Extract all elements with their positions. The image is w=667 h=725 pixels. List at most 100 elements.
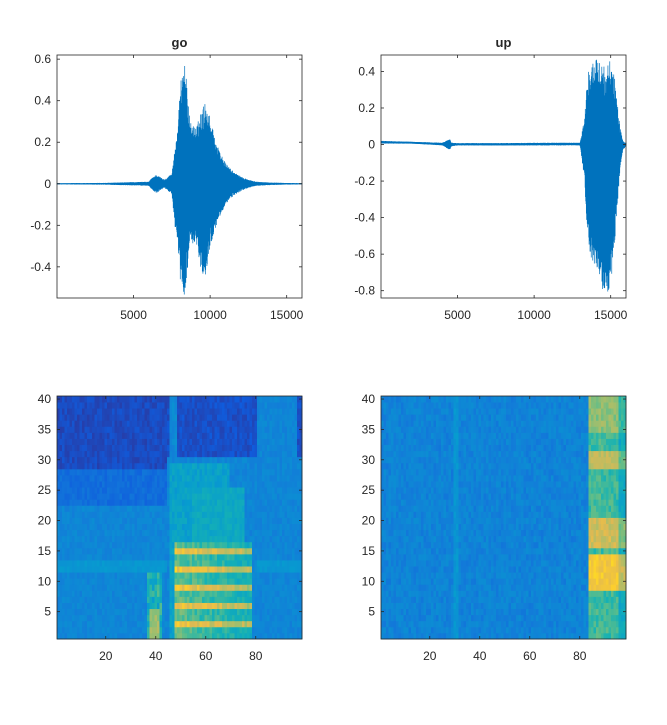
up-spectrogram-cell <box>391 609 394 615</box>
go-spectrogram-cell <box>130 420 133 426</box>
go-spectrogram-cell <box>235 518 238 524</box>
up-spectrogram-cell <box>389 518 392 524</box>
go-spectrogram-cell <box>80 560 83 566</box>
go-spectrogram-cell <box>267 530 270 536</box>
go-spectrogram-cell <box>275 609 278 615</box>
up-spectrogram-cell <box>404 396 407 402</box>
go-spectrogram-cell <box>75 493 78 499</box>
go-spectrogram-cell <box>155 542 158 548</box>
up-spectrogram-cell <box>414 463 417 469</box>
go-spectrogram-cell <box>77 445 80 451</box>
go-spectrogram-cell <box>72 463 75 469</box>
go-spectrogram-cell <box>247 493 250 499</box>
go-spectrogram-cell <box>287 627 290 633</box>
up-spectrogram-cell <box>429 627 432 633</box>
up-spectrogram-cell <box>394 590 397 596</box>
go-spectrogram-cell <box>285 511 288 517</box>
go-spectrogram-cell <box>57 511 60 517</box>
go-spectrogram-cell <box>200 451 203 457</box>
go-spectrogram-cell <box>97 451 100 457</box>
go-spectrogram-cell <box>132 445 135 451</box>
go-spectrogram-cell <box>257 572 260 578</box>
go-spectrogram-cell <box>225 609 228 615</box>
go-spectrogram-cell <box>100 487 103 493</box>
go-spectrogram-cell <box>275 511 278 517</box>
go-spectrogram-cell <box>140 603 143 609</box>
go-spectrogram-cell <box>272 439 275 445</box>
up-spectrogram-cell <box>381 584 384 590</box>
go-spectrogram-cell <box>80 451 83 457</box>
go-spectrogram-cell <box>65 524 68 530</box>
go-spectrogram-cell <box>135 560 138 566</box>
go-spectrogram-cell <box>135 609 138 615</box>
go-spectrogram-cell <box>162 432 165 438</box>
go-spectrogram-cell <box>217 469 220 475</box>
up-spectrogram-cell <box>406 554 409 560</box>
go-spectrogram-cell <box>120 560 123 566</box>
go-spectrogram-cell <box>255 530 258 536</box>
up-waveform-ytick-label: -0.6 <box>354 247 375 261</box>
up-spectrogram-cell <box>401 426 404 432</box>
go-spectrogram-cell <box>250 487 253 493</box>
up-spectrogram-cell <box>386 633 389 639</box>
go-spectrogram-cell <box>212 402 215 408</box>
go-spectrogram-cell <box>132 511 135 517</box>
up-spectrogram-cell <box>419 560 422 566</box>
go-spectrogram-cell <box>290 420 293 426</box>
up-spectrogram-cell <box>396 536 399 542</box>
go-spectrogram-cell <box>290 499 293 505</box>
go-spectrogram-cell <box>295 451 298 457</box>
go-spectrogram-cell <box>77 518 80 524</box>
up-spectrogram-cell <box>414 542 417 548</box>
go-spectrogram-cell <box>192 536 195 542</box>
go-spectrogram-cell <box>282 542 285 548</box>
go-spectrogram-cell <box>202 548 205 554</box>
go-spectrogram-cell <box>120 554 123 560</box>
go-spectrogram-cell <box>152 530 155 536</box>
go-spectrogram-cell <box>227 524 230 530</box>
up-spectrogram-cell <box>389 451 392 457</box>
up-spectrogram-cell <box>399 487 402 493</box>
go-spectrogram-cell <box>172 542 175 548</box>
go-spectrogram-cell <box>212 432 215 438</box>
go-spectrogram-cell <box>212 578 215 584</box>
go-spectrogram-cell <box>290 505 293 511</box>
up-spectrogram-cell <box>401 603 404 609</box>
go-spectrogram-cell <box>230 439 233 445</box>
go-spectrogram-cell <box>205 548 208 554</box>
go-spectrogram-cell <box>70 560 73 566</box>
go-spectrogram-cell <box>160 554 163 560</box>
go-spectrogram-cell <box>257 445 260 451</box>
go-spectrogram-cell <box>240 566 243 572</box>
up-spectrogram-cell <box>406 627 409 633</box>
go-spectrogram-cell <box>67 584 70 590</box>
go-spectrogram-cell <box>65 627 68 633</box>
up-spectrogram-cell <box>436 633 439 639</box>
go-spectrogram-cell <box>235 463 238 469</box>
go-spectrogram-cell <box>267 475 270 481</box>
up-spectrogram-cell <box>424 633 427 639</box>
go-spectrogram-cell <box>242 542 245 548</box>
go-spectrogram-cell <box>262 560 265 566</box>
up-spectrogram-cell <box>411 548 414 554</box>
go-spectrogram-cell <box>235 420 238 426</box>
go-spectrogram-cell <box>67 536 70 542</box>
go-spectrogram-cell <box>172 487 175 493</box>
go-spectrogram-cell <box>255 511 258 517</box>
go-spectrogram-cell <box>145 408 148 414</box>
go-spectrogram-cell <box>252 603 255 609</box>
up-spectrogram-cell <box>416 609 419 615</box>
go-spectrogram-cell <box>105 572 108 578</box>
go-spectrogram-cell <box>187 536 190 542</box>
go-spectrogram-cell <box>137 548 140 554</box>
go-spectrogram-cell <box>147 420 150 426</box>
go-spectrogram-cell <box>100 536 103 542</box>
up-spectrogram-cell <box>416 426 419 432</box>
up-spectrogram-cell <box>431 536 434 542</box>
go-spectrogram-cell <box>92 633 95 639</box>
go-spectrogram-cell <box>155 627 158 633</box>
up-spectrogram-cell <box>429 548 432 554</box>
go-spectrogram-cell <box>115 615 118 621</box>
go-spectrogram-cell <box>90 542 93 548</box>
